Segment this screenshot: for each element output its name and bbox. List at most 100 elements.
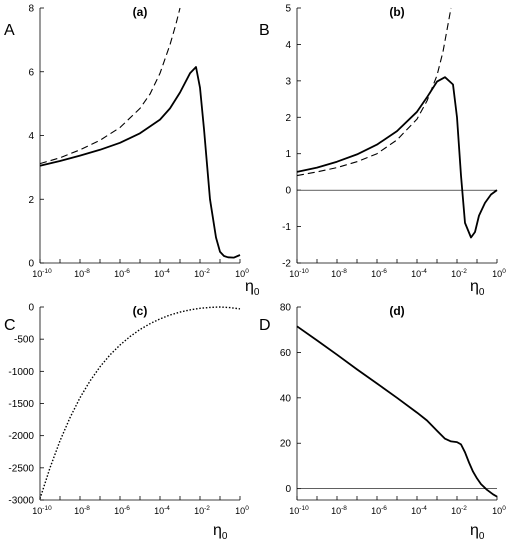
x-tick-label: 10-10: [289, 505, 309, 516]
y-tick-label: 6: [28, 67, 34, 78]
x-tick-label: 10-4: [154, 268, 170, 279]
x-tick-base: 10: [411, 506, 421, 516]
y-tick-label: 3: [285, 76, 291, 87]
x-tick-exponent: -6: [124, 505, 130, 512]
panel-letter: D: [259, 317, 271, 334]
x-tick-exponent: -2: [204, 505, 210, 512]
x-tick-exponent: -10: [42, 505, 52, 512]
x-tick-base: 10: [32, 269, 42, 279]
x-tick-exponent: -8: [341, 268, 347, 275]
x-tick-label: 10-4: [411, 268, 427, 279]
series-line-dashed: [39, 7, 181, 165]
x-tick-base: 10: [451, 506, 461, 516]
x-tick-exponent: -6: [381, 268, 387, 275]
x-tick-base: 10: [411, 269, 421, 279]
x-tick-label: 100: [235, 505, 249, 516]
y-tick-label: -2500: [8, 463, 34, 474]
x-tick-label: 10-8: [74, 505, 90, 516]
x-tick-base: 10: [74, 506, 84, 516]
x-tick-exponent: -6: [381, 505, 387, 512]
x-tick-exponent: -6: [124, 268, 130, 275]
x-tick-exponent: -4: [164, 268, 170, 275]
x-tick-base: 10: [235, 506, 245, 516]
x-tick-base: 10: [32, 506, 42, 516]
x-tick-exponent: -4: [164, 505, 170, 512]
x-tick-base: 10: [74, 269, 84, 279]
x-axis-label-subscript: 0: [479, 287, 485, 298]
x-tick-exponent: 0: [502, 505, 506, 512]
x-axis-label-symbol: η: [470, 522, 479, 539]
x-tick-label: 100: [235, 268, 249, 279]
x-tick-base: 10: [289, 506, 299, 516]
x-tick-exponent: 0: [502, 268, 506, 275]
series-line-dotted: [39, 306, 241, 499]
x-tick-label: 10-6: [371, 505, 387, 516]
x-tick-base: 10: [194, 506, 204, 516]
y-tick-label: 8: [28, 4, 34, 15]
x-tick-base: 10: [194, 269, 204, 279]
x-tick-exponent: -2: [204, 268, 210, 275]
x-tick-base: 10: [371, 506, 381, 516]
x-axis-label-subscript: 0: [222, 531, 228, 542]
x-tick-label: 10-8: [331, 505, 347, 516]
x-tick-exponent: -10: [42, 268, 52, 275]
x-axis-label-subscript: 0: [254, 287, 260, 298]
x-tick-base: 10: [114, 269, 124, 279]
x-tick-exponent: -10: [299, 505, 309, 512]
y-tick-label: -1500: [8, 399, 34, 410]
y-tick-label: 80: [280, 303, 292, 314]
x-tick-base: 10: [492, 269, 502, 279]
series-line-solid: [39, 66, 241, 259]
x-axis-label: η0: [245, 278, 260, 298]
x-tick-label: 10-6: [114, 268, 130, 279]
y-tick-label: -3000: [8, 496, 34, 507]
x-axis-label: η0: [470, 278, 485, 298]
y-tick-label: 60: [280, 348, 292, 359]
x-tick-base: 10: [331, 269, 341, 279]
x-tick-label: 10-4: [411, 505, 427, 516]
x-tick-label: 100: [492, 268, 506, 279]
x-tick-exponent: -8: [341, 505, 347, 512]
x-tick-label: 10-2: [451, 505, 467, 516]
x-axis-label: η0: [470, 522, 485, 542]
x-axis-label-symbol: η: [213, 522, 222, 539]
x-axis-label: η0: [213, 522, 228, 542]
x-tick-exponent: -2: [461, 268, 467, 275]
x-tick-exponent: -4: [421, 505, 427, 512]
y-tick-label: 2: [28, 195, 34, 206]
series-line-solid: [296, 325, 498, 498]
y-tick-label: 0: [28, 303, 34, 314]
panel-letter: A: [4, 22, 15, 39]
y-tick-label: 0: [28, 259, 34, 270]
y-tick-label: -1000: [8, 367, 34, 378]
x-tick-base: 10: [492, 506, 502, 516]
y-tick-label: 0: [285, 186, 291, 197]
series-line-solid: [296, 76, 498, 239]
panel-letter: B: [259, 22, 270, 39]
y-tick-label: 4: [285, 40, 291, 51]
y-tick-label: 20: [280, 439, 292, 450]
y-tick-label: 5: [285, 4, 291, 15]
x-tick-label: 10-6: [371, 268, 387, 279]
panel-title: (d): [389, 304, 404, 318]
x-tick-base: 10: [289, 269, 299, 279]
panel-letter: C: [4, 317, 16, 334]
x-tick-exponent: -10: [299, 268, 309, 275]
x-tick-base: 10: [331, 506, 341, 516]
x-tick-label: 10-10: [32, 505, 52, 516]
y-tick-label: -2: [282, 259, 291, 270]
x-tick-exponent: -8: [84, 268, 90, 275]
x-axis-label-subscript: 0: [479, 531, 485, 542]
y-tick-label: 2: [285, 113, 291, 124]
y-tick-label: 4: [28, 131, 34, 142]
x-tick-label: 10-8: [74, 268, 90, 279]
panel-title: (b): [389, 5, 404, 19]
x-tick-base: 10: [235, 269, 245, 279]
x-tick-label: 10-10: [289, 268, 309, 279]
x-tick-exponent: -8: [84, 505, 90, 512]
x-tick-label: 10-10: [32, 268, 52, 279]
